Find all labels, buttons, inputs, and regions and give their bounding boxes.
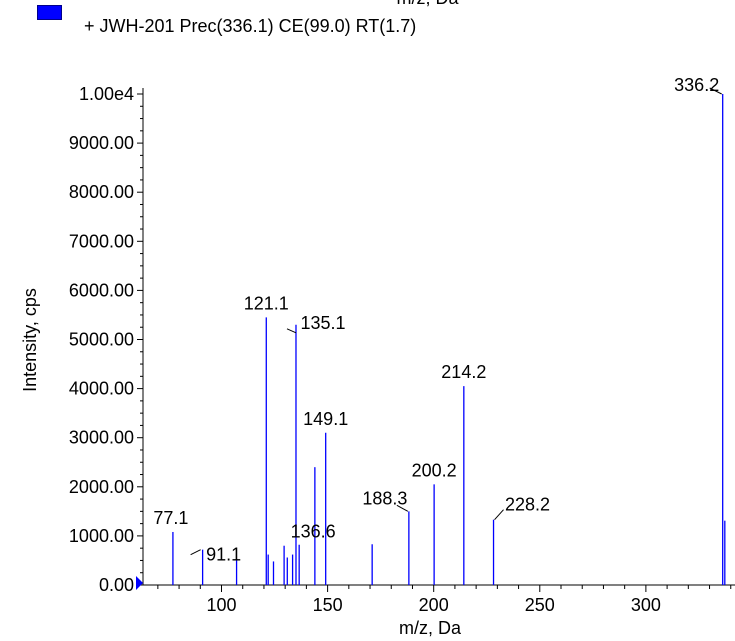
peak-label: 188.3 (362, 488, 407, 508)
label-leader (709, 87, 722, 95)
y-tick-label: 1.00e4 (79, 84, 134, 104)
peaks (172, 94, 726, 585)
axes: 0.00 1000.00 2000.00 3000.00 4000.00 5000.00 6… (69, 84, 735, 615)
y-tick-label: 4000.00 (69, 379, 134, 399)
x-tick-label: 250 (525, 595, 555, 615)
label-leader (190, 549, 201, 556)
peak-label: 135.1 (300, 313, 345, 333)
y-tick-label: 0.00 (99, 575, 134, 595)
peak-label: 149.1 (303, 409, 348, 429)
label-leader (494, 509, 504, 521)
y-tick-label: 1000.00 (69, 526, 134, 546)
label-leader (396, 504, 409, 512)
peak-label: 136.6 (291, 522, 336, 542)
x-tick-label: 200 (419, 595, 449, 615)
y-tick-label: 9000.00 (69, 133, 134, 153)
y-tick-label: 2000.00 (69, 477, 134, 497)
x-tick-label: 100 (206, 595, 236, 615)
x-axis-title: m/z, Da (399, 618, 462, 638)
y-tick-label: 8000.00 (69, 182, 134, 202)
x-tick-label: 150 (313, 595, 343, 615)
y-tick-label: 5000.00 (69, 330, 134, 350)
y-axis-title: Intensity, cps (20, 288, 40, 392)
peak-label: 200.2 (412, 460, 457, 480)
y-tick-label: 7000.00 (69, 231, 134, 251)
x-tick-label: 300 (631, 595, 661, 615)
legend-swatch (37, 4, 62, 20)
y-tick-label: 3000.00 (69, 428, 134, 448)
peak-label: 336.2 (674, 75, 719, 95)
peak-label: 228.2 (505, 495, 550, 515)
peak-label: 121.1 (244, 293, 289, 313)
top-axis-label: m/z, Da (0, 0, 735, 9)
peak-label: 214.2 (441, 362, 486, 382)
label-leader (286, 328, 297, 334)
legend: + JWH-201 Prec(336.1) CE(99.0) RT(1.7) (37, 4, 416, 36)
origin-marker (136, 576, 143, 590)
peak-label: 77.1 (153, 508, 188, 528)
y-tick-label: 6000.00 (69, 280, 134, 300)
peak-label: 91.1 (206, 545, 241, 565)
legend-label: + JWH-201 Prec(336.1) CE(99.0) RT(1.7) (84, 15, 417, 36)
